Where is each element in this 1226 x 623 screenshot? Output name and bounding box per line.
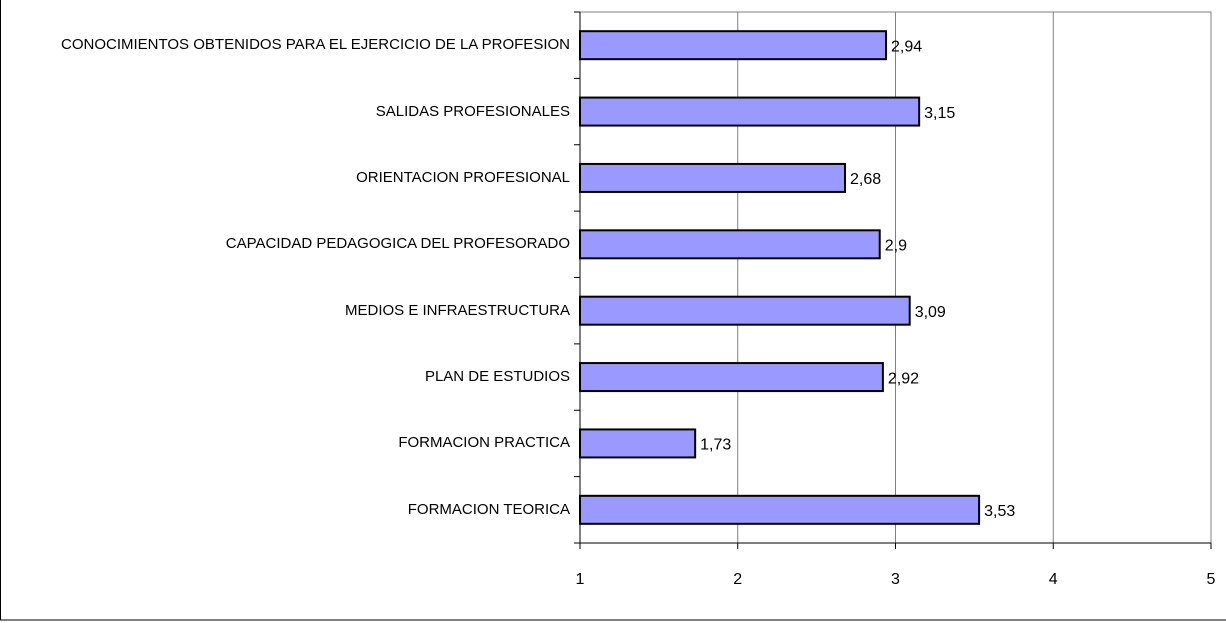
bar <box>579 295 911 326</box>
bar <box>579 96 921 127</box>
value-label: 2,9 <box>885 238 907 255</box>
y-tick-label: FORMACION TEORICA <box>407 500 570 518</box>
bar <box>579 30 888 61</box>
value-label: 3,15 <box>924 105 955 122</box>
value-label: 2,68 <box>850 171 881 188</box>
value-label: 2,92 <box>888 370 919 387</box>
y-tick-label: CONOCIMIENTOS OBTENIDOS PARA EL EJERCICI… <box>61 36 570 54</box>
x-tick-label: 4 <box>1049 571 1058 588</box>
x-tick-label: 1 <box>576 571 585 588</box>
bar <box>579 494 981 525</box>
y-tick-label: ORIENTACION PROFESIONAL <box>356 168 570 186</box>
value-label: 1,73 <box>700 437 731 454</box>
bar <box>579 362 884 393</box>
value-label: 2,94 <box>891 38 922 55</box>
x-tick-label: 2 <box>733 571 742 588</box>
y-tick-label: PLAN DE ESTUDIOS <box>424 368 570 386</box>
y-tick-label: CAPACIDAD PEDAGOGICA DEL PROFESORADO <box>225 235 570 253</box>
value-label: 3,53 <box>984 503 1015 520</box>
bar <box>579 428 697 459</box>
bar <box>579 162 847 193</box>
x-tick-label: 5 <box>1207 571 1216 588</box>
y-tick-label: MEDIOS E INFRAESTRUCTURA <box>344 301 570 319</box>
bar <box>579 229 881 260</box>
y-tick-label: FORMACION PRACTICA <box>398 434 570 452</box>
y-tick-label: SALIDAS PROFESIONALES <box>375 102 570 120</box>
x-tick-label: 3 <box>891 571 900 588</box>
value-label: 3,09 <box>915 304 946 321</box>
